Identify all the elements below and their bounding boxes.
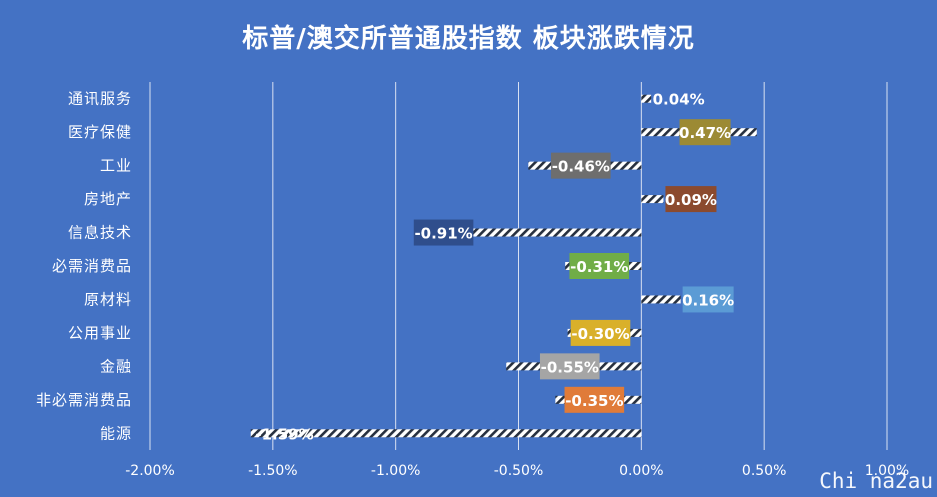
bar bbox=[250, 429, 642, 438]
data-label-box bbox=[665, 186, 717, 213]
x-tick-label: 0.00% bbox=[619, 463, 663, 479]
data-label: -1.59% bbox=[255, 425, 313, 443]
chart-title: 标普/澳交所普通股指数 板块涨跌情况 bbox=[242, 24, 695, 54]
category-label: 金融 bbox=[100, 357, 132, 375]
category-label: 公用事业 bbox=[68, 324, 132, 342]
x-tick-label: 0.50% bbox=[742, 463, 786, 479]
x-tick-label: -0.50% bbox=[494, 463, 544, 479]
category-label: 能源 bbox=[100, 424, 132, 442]
data-label: 0.47% bbox=[679, 124, 731, 142]
data-label-box bbox=[551, 152, 611, 179]
data-label-box bbox=[569, 253, 630, 279]
data-label-box bbox=[679, 119, 731, 146]
data-label-box bbox=[413, 219, 474, 246]
data-label: -0.30% bbox=[571, 325, 629, 343]
bar bbox=[417, 228, 642, 237]
category-label: 房地产 bbox=[84, 190, 132, 208]
x-tick-label: -1.50% bbox=[248, 463, 298, 479]
category-label: 通讯服务 bbox=[68, 90, 132, 108]
category-label: 原材料 bbox=[84, 290, 132, 308]
category-label: 必需消费品 bbox=[52, 257, 132, 275]
data-label: 0.09% bbox=[665, 191, 717, 209]
category-label: 医疗保健 bbox=[68, 123, 132, 141]
category-label: 工业 bbox=[100, 157, 132, 175]
data-label: -0.35% bbox=[565, 392, 623, 410]
data-label: -0.55% bbox=[541, 358, 599, 376]
data-label: -0.31% bbox=[570, 258, 628, 276]
x-tick-label: -1.00% bbox=[371, 463, 421, 479]
data-label-box bbox=[570, 319, 631, 346]
data-label: -0.46% bbox=[552, 158, 610, 176]
data-label-box bbox=[682, 286, 734, 313]
data-label: -0.91% bbox=[414, 225, 472, 243]
bar bbox=[641, 195, 664, 204]
x-tick-label: -2.00% bbox=[125, 463, 175, 479]
data-label: 0.16% bbox=[682, 291, 734, 309]
data-label: 0.04% bbox=[653, 91, 705, 109]
bar bbox=[641, 295, 681, 304]
data-label-box bbox=[564, 386, 625, 413]
category-label: 非必需消费品 bbox=[36, 391, 132, 409]
x-tick-label: 1.00% bbox=[865, 463, 909, 479]
data-label-box bbox=[539, 353, 600, 380]
category-label: 信息技术 bbox=[68, 224, 132, 242]
watermark: Chi na2au bbox=[819, 469, 933, 493]
bar bbox=[641, 94, 652, 103]
